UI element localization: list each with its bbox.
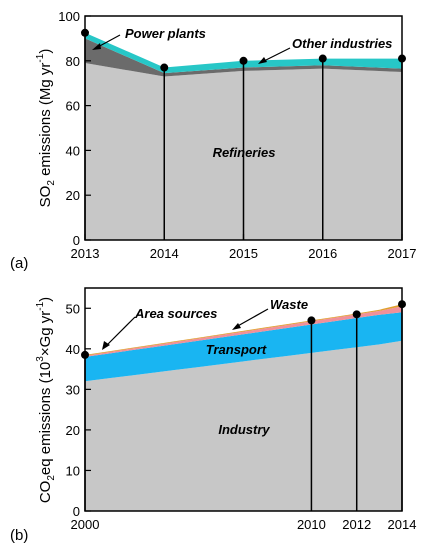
y-tick-label: 20: [66, 188, 80, 203]
y-tick-label: 40: [66, 143, 80, 158]
ylabel-a-end: ): [37, 49, 54, 54]
ylabel-a-main: SO: [37, 186, 54, 208]
area-industry: [85, 340, 402, 511]
annotation-arrow-other-industries: [261, 47, 291, 63]
area-transport: [85, 312, 402, 382]
data-point-marker: [239, 56, 248, 65]
panel-a-markers: [81, 28, 406, 72]
y-tick-label: 50: [66, 301, 80, 316]
panel-b-x-ticks: 2000 2010 2012 2014: [71, 517, 417, 532]
annotation-other-industries: Other industries: [292, 36, 392, 51]
x-tick-label: 2000: [71, 517, 100, 532]
annotation-transport: Transport: [206, 342, 267, 357]
x-tick-label: 2014: [388, 517, 417, 532]
x-tick-label: 2015: [229, 246, 258, 261]
y-tick-label: 100: [58, 9, 80, 24]
panel-a: 0 20 40 60 80 100 2013 2014 2015 2016 2017 Power …: [10, 9, 416, 272]
y-tick-label: 10: [66, 463, 80, 478]
annotation-area-sources: Area sources: [134, 306, 217, 321]
ylabel-b-main: CO: [37, 481, 54, 504]
y-tick-label: 40: [66, 342, 80, 357]
annotation-waste: Waste: [270, 297, 308, 312]
y-tick-label: 20: [66, 423, 80, 438]
panel-b-areas: [85, 304, 402, 511]
arrowhead-power-plants: [92, 43, 101, 50]
panel-b-label: (b): [10, 527, 28, 544]
y-tick-label: 60: [66, 99, 80, 114]
panel-a-x-ticks: 2013 2014 2015 2016 2017: [71, 234, 417, 261]
ylabel-b-end: ): [37, 297, 54, 302]
ylabel-a-sub: 2: [46, 180, 57, 186]
ylabel-a-rest: emissions (Mg yr: [37, 63, 54, 181]
ylabel-a-sup: -1: [35, 53, 46, 62]
y-tick-label: 0: [73, 504, 80, 519]
annotation-power-plants: Power plants: [125, 26, 206, 41]
ylabel-b-sup: 3: [35, 356, 46, 362]
x-tick-label: 2017: [388, 246, 417, 261]
annotation-arrow-area-sources: [105, 316, 136, 347]
panel-a-y-axis-label: SO2 emissions (Mg yr-1): [35, 49, 57, 208]
data-point-marker: [352, 310, 361, 319]
panel-b-frame: [84, 287, 403, 512]
annotation-refineries: Refineries: [213, 145, 276, 160]
panel-b-markers: [81, 300, 406, 359]
panel-a-label: (a): [10, 255, 28, 272]
data-point-marker: [318, 54, 327, 63]
panel-a-y-ticks: 0 20 40 60 80 100: [58, 9, 91, 248]
arrowhead-area-sources: [102, 341, 110, 350]
data-point-marker: [307, 316, 316, 325]
panel-b-y-ticks: 0 10 20 30 40 50: [66, 301, 91, 519]
area-waste: [85, 306, 402, 357]
y-tick-label: 0: [73, 233, 80, 248]
x-tick-label: 2013: [71, 246, 100, 261]
annotation-industry: Industry: [218, 422, 270, 437]
panel-b: 0 10 20 30 40 50 2000 2010 2012 2014 Area source…: [10, 287, 417, 544]
ylabel-b-mid: ×Gg yr: [37, 311, 54, 356]
arrowhead-waste: [232, 323, 241, 330]
data-point-marker: [160, 63, 169, 72]
annotation-arrow-waste: [235, 308, 269, 328]
area-area-sources: [85, 304, 402, 356]
ylabel-b-sup2: -1: [35, 301, 46, 310]
ylabel-b-sub: 2: [46, 475, 57, 481]
x-tick-label: 2014: [150, 246, 179, 261]
x-tick-label: 2016: [308, 246, 337, 261]
x-tick-label: 2010: [297, 517, 326, 532]
arrowhead-other-industries: [258, 57, 267, 64]
panel-b-y-axis-label: CO2eq emissions (103×Gg yr-1): [35, 297, 57, 503]
y-tick-label: 30: [66, 382, 80, 397]
y-tick-label: 80: [66, 54, 80, 69]
x-tick-label: 2012: [342, 517, 371, 532]
ylabel-b-rest: eq emissions (10: [37, 362, 54, 475]
